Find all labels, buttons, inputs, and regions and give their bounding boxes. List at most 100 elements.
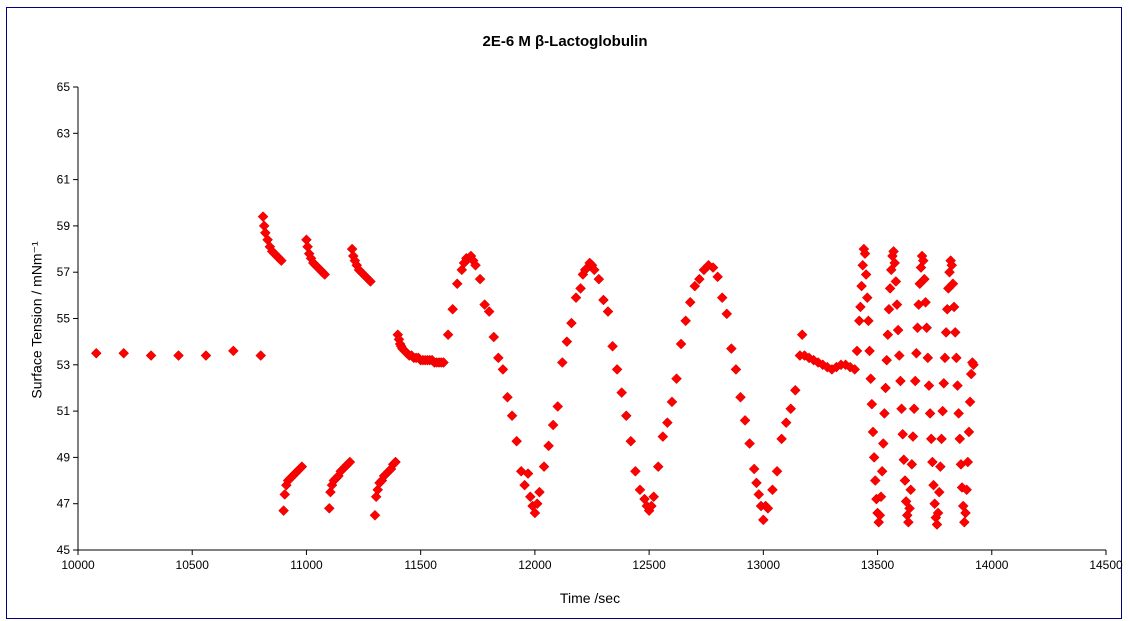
data-point [616,387,628,398]
data-point [529,507,541,519]
data-point [483,306,495,317]
data-point [875,491,887,503]
data-point [940,327,952,338]
data-point [502,391,513,403]
data-point [630,465,641,477]
data-point [796,329,808,341]
data-point [880,382,891,394]
data-point [938,377,950,389]
x-tick-label: 12500 [632,558,666,572]
x-tick-label: 13000 [747,558,781,572]
data-point [657,431,669,442]
data-point [447,303,459,315]
data-point [921,322,933,334]
y-tick-label: 47 [57,497,71,511]
data-point [882,329,894,341]
data-point [118,347,130,359]
data-point [547,419,559,431]
data-point [868,452,880,463]
x-tick-label: 11500 [404,558,437,572]
data-point [917,255,929,266]
data-point [575,283,586,294]
data-point [666,396,678,408]
data-point [933,486,945,498]
data-point [876,465,888,477]
data-point [881,354,893,366]
data-point [479,299,490,310]
data-point [890,276,902,287]
data-point [951,352,962,364]
data-point [859,248,871,260]
data-point [884,283,896,294]
data-point [602,306,614,317]
data-point [963,426,975,438]
data-point [739,415,751,426]
data-point [319,269,331,280]
data-point [855,301,866,313]
data-point [531,498,543,510]
data-point [730,364,742,375]
data-point [762,502,774,514]
data-point [904,502,915,514]
data-point [906,458,918,470]
data-point [227,345,239,357]
data-point [323,502,335,514]
data-point [912,322,923,334]
data-point [965,368,977,380]
data-point [953,408,965,419]
data-point [145,350,157,361]
data-point [905,484,917,496]
data-point [927,456,938,468]
data-point [694,273,705,285]
data-point [566,317,577,329]
data-point [892,324,904,336]
data-point [877,438,889,449]
chart-title: 2E-6 M β-Lactoglobulin [482,33,648,50]
data-point [684,296,696,308]
data-point [863,315,874,327]
data-point [920,296,931,308]
data-point [561,336,573,348]
data-point [538,461,550,473]
data-point [898,454,910,466]
data-point [883,303,895,315]
data-point [279,489,291,500]
data-point [879,408,890,419]
data-point [897,428,909,440]
data-point [893,350,905,361]
data-point [924,408,936,419]
data-point [344,456,356,468]
data-point [873,516,885,528]
data-point [90,347,102,359]
data-point [671,373,682,385]
data-point [866,398,878,410]
data-point [522,468,534,479]
data-point [874,509,886,521]
data-point [948,301,960,313]
data-point [753,489,765,500]
data-point [751,477,762,489]
data-point [785,403,797,415]
data-point [935,461,946,473]
data-point [964,396,976,408]
data-point [173,350,184,361]
data-point [888,246,899,257]
data-point [257,211,269,222]
y-tick-label: 51 [57,404,71,418]
data-point [932,507,944,519]
data-point [869,475,881,486]
x-tick-label: 12000 [518,558,552,572]
data-point [543,440,554,452]
data-point [451,278,463,290]
data-point [889,257,901,269]
data-point [767,484,778,496]
data-point [959,516,970,528]
data-point [771,465,783,477]
data-point [625,435,637,447]
data-point [961,484,973,496]
data-point [497,364,509,375]
data-point [952,380,963,391]
x-tick-label: 10000 [61,558,95,572]
data-point [744,438,755,449]
